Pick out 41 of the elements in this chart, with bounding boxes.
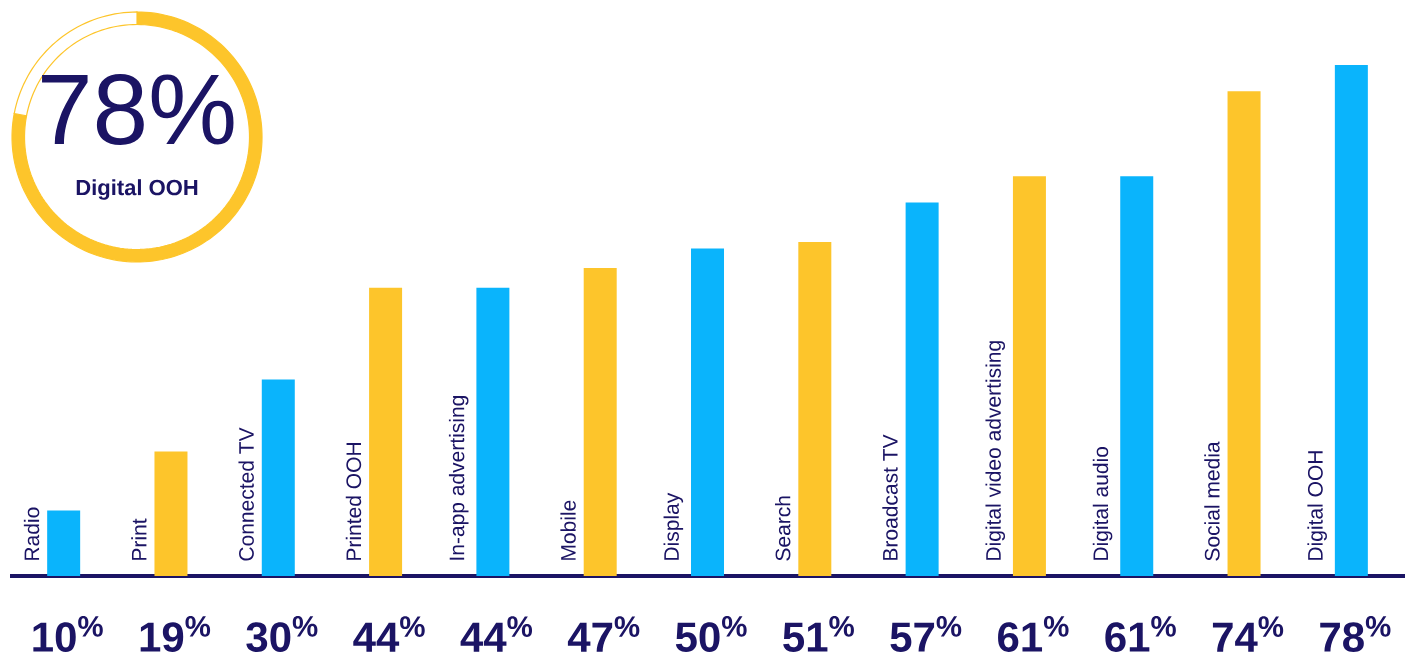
x-tick-label: Digital audio <box>1092 446 1113 560</box>
data-label: 19$^{%}$ <box>140 616 211 652</box>
data-label: 61$^{%}$ <box>998 616 1069 652</box>
x-tick-label: Broadcast TV <box>882 434 898 560</box>
x-tick-label: Digital OOH <box>1307 451 1327 560</box>
x-tick-label: Display <box>663 492 684 560</box>
data-label: 78$^{%}$ <box>1320 616 1391 652</box>
data-label: 30$^{%}$ <box>246 616 318 652</box>
data-label: 47$^{%}$ <box>567 616 640 652</box>
bar <box>1227 91 1261 576</box>
x-tick-label: Radio <box>23 507 40 560</box>
data-label: 50$^{%}$ <box>675 616 747 652</box>
x-tick-label: Mobile <box>560 500 576 560</box>
data-label: 10$^{%}$ <box>33 616 103 652</box>
bar <box>369 287 403 576</box>
data-label: 57$^{%}$ <box>890 616 962 652</box>
bar <box>261 379 295 576</box>
x-tick-label: Print <box>131 518 147 560</box>
data-label: 44$^{%}$ <box>353 616 425 652</box>
bar <box>1334 64 1368 576</box>
x-tick-label: Connected TV <box>238 427 254 561</box>
data-label: 61$^{%}$ <box>1105 616 1176 652</box>
data-label: 78% <box>42 74 234 145</box>
bar <box>1012 176 1046 576</box>
bar <box>47 510 81 576</box>
data-label: 44$^{%}$ <box>460 616 533 652</box>
bar <box>1120 176 1154 576</box>
data-label: 51$^{%}$ <box>783 616 854 652</box>
x-tick-label: In-app advertising <box>448 396 469 560</box>
x-tick-label: Social media <box>1204 441 1220 561</box>
bar <box>583 268 617 576</box>
data-label: 74$^{%}$ <box>1212 616 1284 652</box>
bar <box>798 241 832 576</box>
x-tick-label: Printed OOH <box>345 443 362 560</box>
bar <box>905 202 939 576</box>
bar <box>691 248 725 576</box>
x-tick-label: Search <box>775 496 791 561</box>
bar <box>154 451 188 576</box>
slice-label: Digital OOH <box>76 179 198 200</box>
x-tick-label: Digital video advertising <box>985 341 1006 560</box>
bar <box>476 287 510 576</box>
